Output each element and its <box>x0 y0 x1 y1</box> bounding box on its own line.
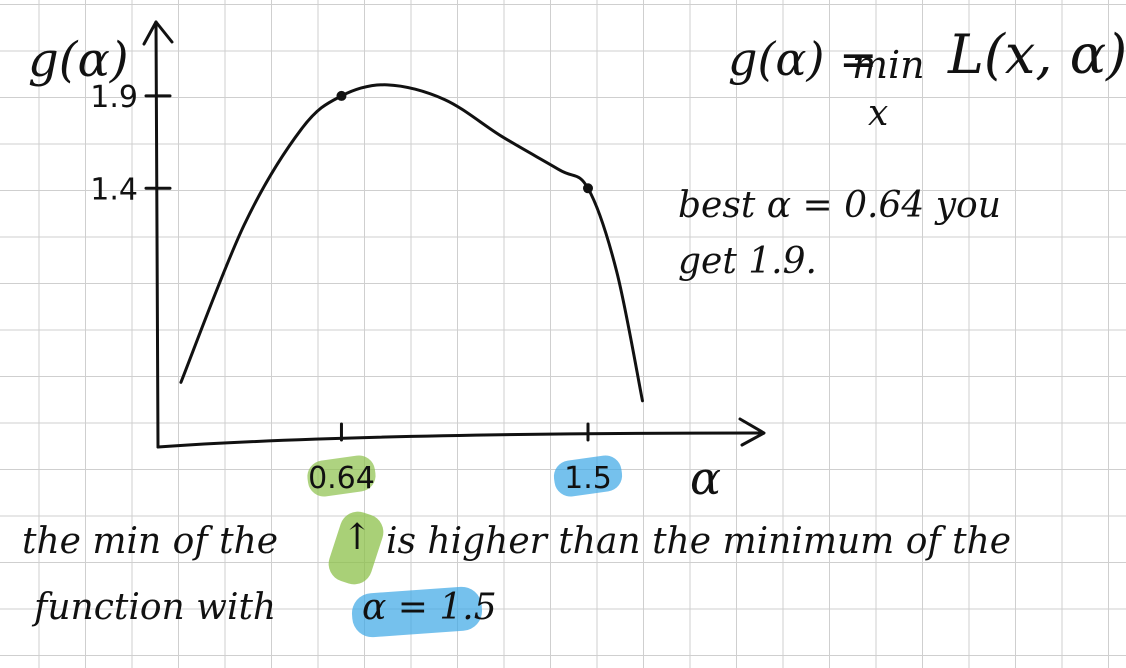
x-axis-arrow-icon <box>738 417 766 447</box>
formula-lhs: g(α) = <box>728 32 878 86</box>
caption-line-2-a: function with <box>34 587 277 628</box>
x-tick-label-0: 0.64 <box>308 461 375 496</box>
formula-subscript: x <box>868 93 889 134</box>
formula-expression: L(x, α) <box>948 23 1126 86</box>
x-axis-label: α <box>690 451 722 505</box>
annotation-line-1: best α = 0.64 you <box>678 185 1001 226</box>
annotation-line-2: get 1.9. <box>678 241 817 282</box>
caption-line-1-b: is higher than the minimum of the <box>386 521 1012 562</box>
up-arrow-icon: ↑ <box>342 517 373 558</box>
marked-point-1 <box>583 183 593 194</box>
caption-line-2-b: α = 1.5 <box>362 587 497 628</box>
y-axis <box>154 20 160 449</box>
caption-line-1-a: the min of the <box>22 521 279 562</box>
x-tick-highlight-1 <box>553 455 623 497</box>
x-axis <box>156 431 762 449</box>
x-tick-label-1: 1.5 <box>564 461 612 496</box>
marked-point-0 <box>336 90 347 101</box>
g-alpha-curve <box>179 83 644 403</box>
y-axis-arrow-icon <box>142 20 174 46</box>
formula-min: min <box>852 43 925 87</box>
y-tick-label-1: 1.4 <box>90 172 138 207</box>
y-axis-label: g(α) <box>28 32 129 88</box>
x-tick-highlight-0 <box>307 455 376 497</box>
y-tick-label-0: 1.9 <box>90 80 138 115</box>
